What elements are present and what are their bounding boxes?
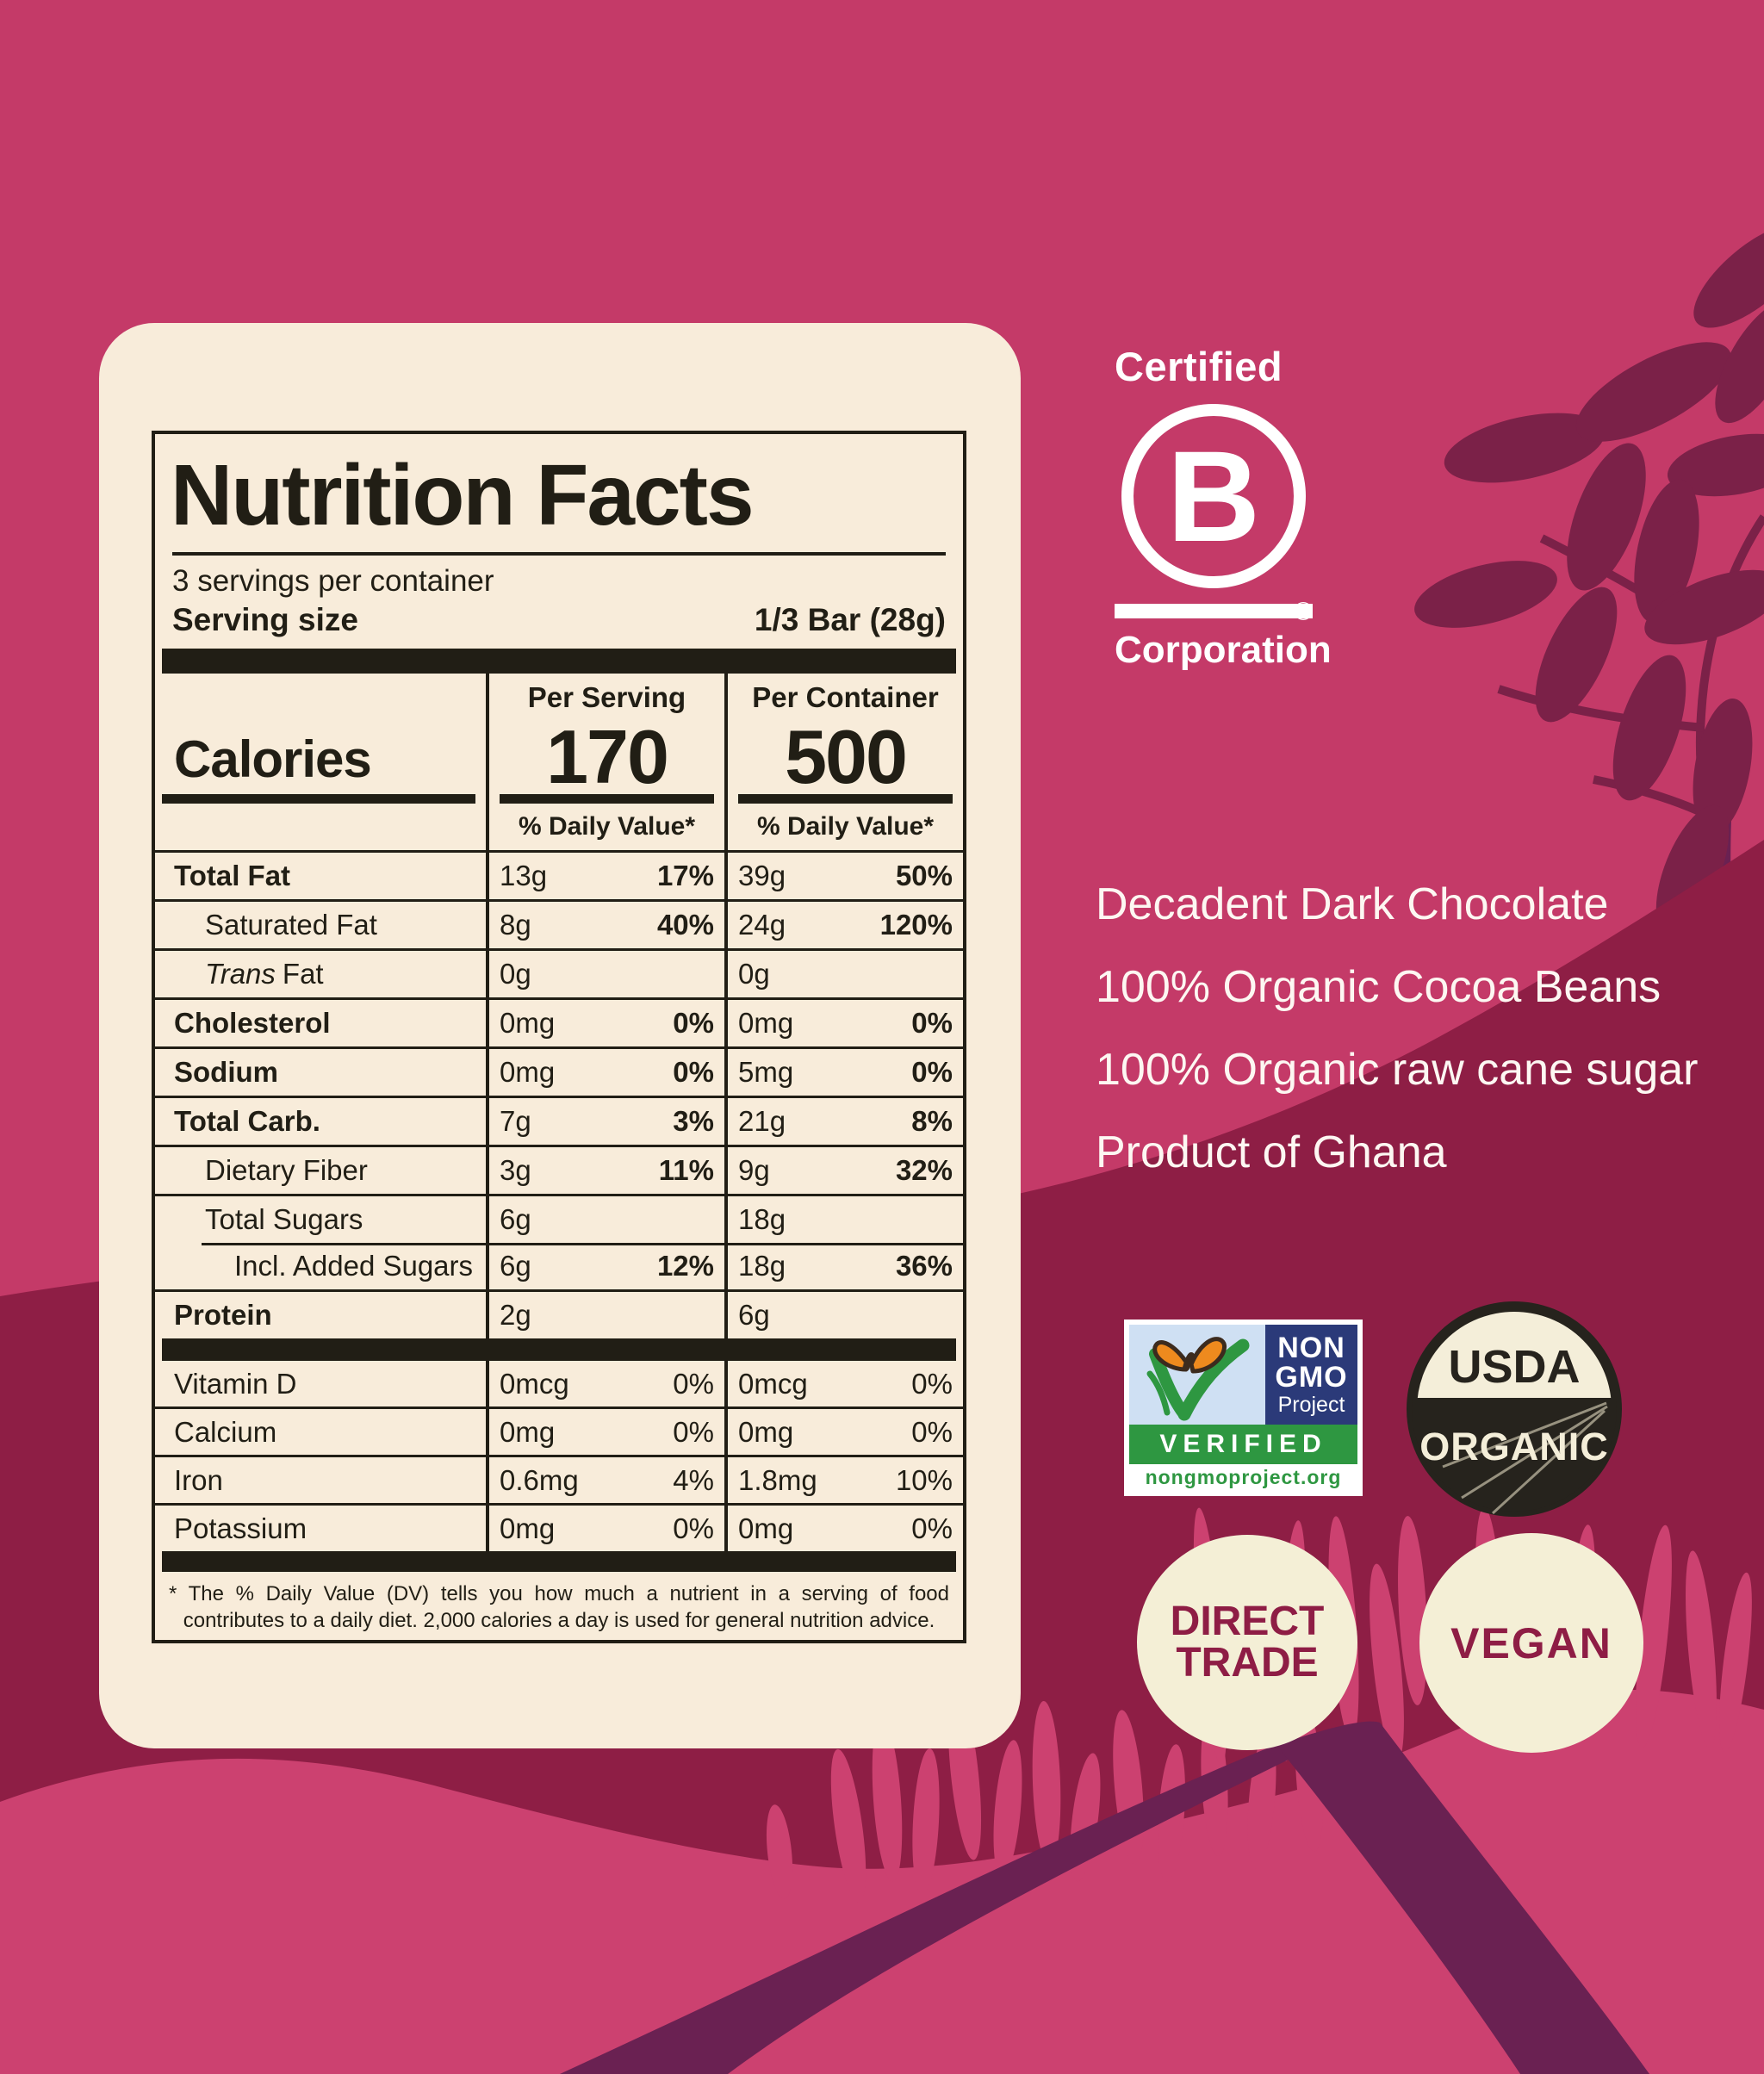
table-row-potassium: Potassium 0mg 0% 0mg 0% [155,1506,963,1551]
divider-bar [162,1338,956,1361]
organic-text: ORGANIC [1419,1425,1609,1469]
bcorp-logo: Certified B ® Corporation [1115,343,1332,672]
column-header-row: Per Serving Per Container [155,674,963,715]
daily-value-header: % Daily Value* [486,804,724,850]
per-serving-header: Per Serving [486,674,724,715]
daily-value-header: % Daily Value* [724,804,963,850]
calories-per-container: 500 [724,715,963,795]
calories-label: Calories [174,730,372,788]
vegan-badge: VEGAN [1419,1533,1643,1753]
table-row-vitamin-d: Vitamin D 0mcg 0% 0mcg 0% [155,1361,963,1409]
direct-trade-line2: TRADE [1176,1640,1319,1686]
direct-trade-line1: DIRECT [1170,1599,1325,1644]
bcorp-certified-text: Certified [1115,344,1283,389]
direct-trade-badge: DIRECT TRADE [1137,1535,1357,1750]
nutrition-facts-title: Nutrition Facts [171,447,755,543]
table-row-total-fat: Total Fat 13g 17% 39g 50% [155,853,963,902]
serving-size-value: 1/3 Bar (28g) [754,602,946,637]
nongmo-line2: GMO [1275,1361,1348,1394]
nongmo-line1: NON [1277,1332,1345,1364]
nongmo-url: nongmoproject.org [1145,1466,1342,1488]
table-row-added-sugars: Incl. Added Sugars 6g 12% 18g 36% [155,1243,963,1292]
daily-value-footnote: * The % Daily Value (DV) tells you how m… [169,1582,949,1632]
claim-line: Decadent Dark Chocolate [1096,879,1609,929]
branch-silhouette-icon [560,1721,1649,2074]
table-row-total-carb: Total Carb. 7g 3% 21g 8% [155,1098,963,1147]
usda-organic-badge: USDA ORGANIC [1407,1301,1622,1521]
foliage-silhouette-icon [1414,223,1764,1000]
divider-bar [162,649,956,674]
table-row-sodium: Sodium 0mg 0% 5mg 0% [155,1049,963,1098]
nutrition-facts-table: Nutrition Facts 3 servings per container… [152,431,966,1643]
product-claims: Decadent Dark Chocolate 100% Organic Coc… [1096,863,1699,1194]
vegan-label: VEGAN [1450,1618,1612,1667]
table-row-cholesterol: Cholesterol 0mg 0% 0mg 0% [155,1000,963,1049]
registered-trademark-icon: ® [1294,598,1314,626]
table-row-protein: Protein 2g 6g [155,1292,963,1338]
serving-size-row: Serving size 1/3 Bar (28g) [172,602,946,638]
calories-rule-row [155,792,963,804]
table-row-total-sugars: Total Sugars 6g 18g [155,1196,963,1245]
servings-per-container: 3 servings per container [172,564,494,598]
bcorp-corporation-text: Corporation [1115,629,1332,671]
title-rule [172,552,946,556]
bcorp-b-icon: B [1121,404,1306,588]
butterfly-check-icon [1129,1325,1265,1425]
usda-text: USDA [1448,1341,1580,1393]
calories-per-serving: 170 [486,715,724,795]
daily-value-header-row: % Daily Value* % Daily Value* [155,804,963,853]
bcorp-underline [1115,604,1313,618]
table-row-dietary-fiber: Dietary Fiber 3g 11% 9g 32% [155,1147,963,1196]
claim-line: 100% Organic Cocoa Beans [1096,962,1662,1012]
claim-line: 100% Organic raw cane sugar [1096,1045,1699,1095]
claim-line: Product of Ghana [1096,1127,1447,1177]
divider-bar [162,1551,956,1572]
non-gmo-project-badge: NON GMO Project VERIFIED nongmoproject.o… [1124,1320,1363,1496]
table-row-iron: Iron 0.6mg 4% 1.8mg 10% [155,1457,963,1506]
calories-row: Calories 170 500 [155,715,963,795]
serving-size-label: Serving size [172,602,358,637]
table-row-trans-fat: Trans Fat 0g 0g [155,951,963,1000]
nutrition-panel: Nutrition Facts 3 servings per container… [99,323,1021,1748]
nongmo-line3: Project [1277,1393,1345,1417]
table-row-saturated-fat: Saturated Fat 8g 40% 24g 120% [155,902,963,951]
table-row-calcium: Calcium 0mg 0% 0mg 0% [155,1409,963,1457]
per-container-header: Per Container [724,674,963,715]
nongmo-verified-text: VERIFIED [1129,1425,1357,1464]
